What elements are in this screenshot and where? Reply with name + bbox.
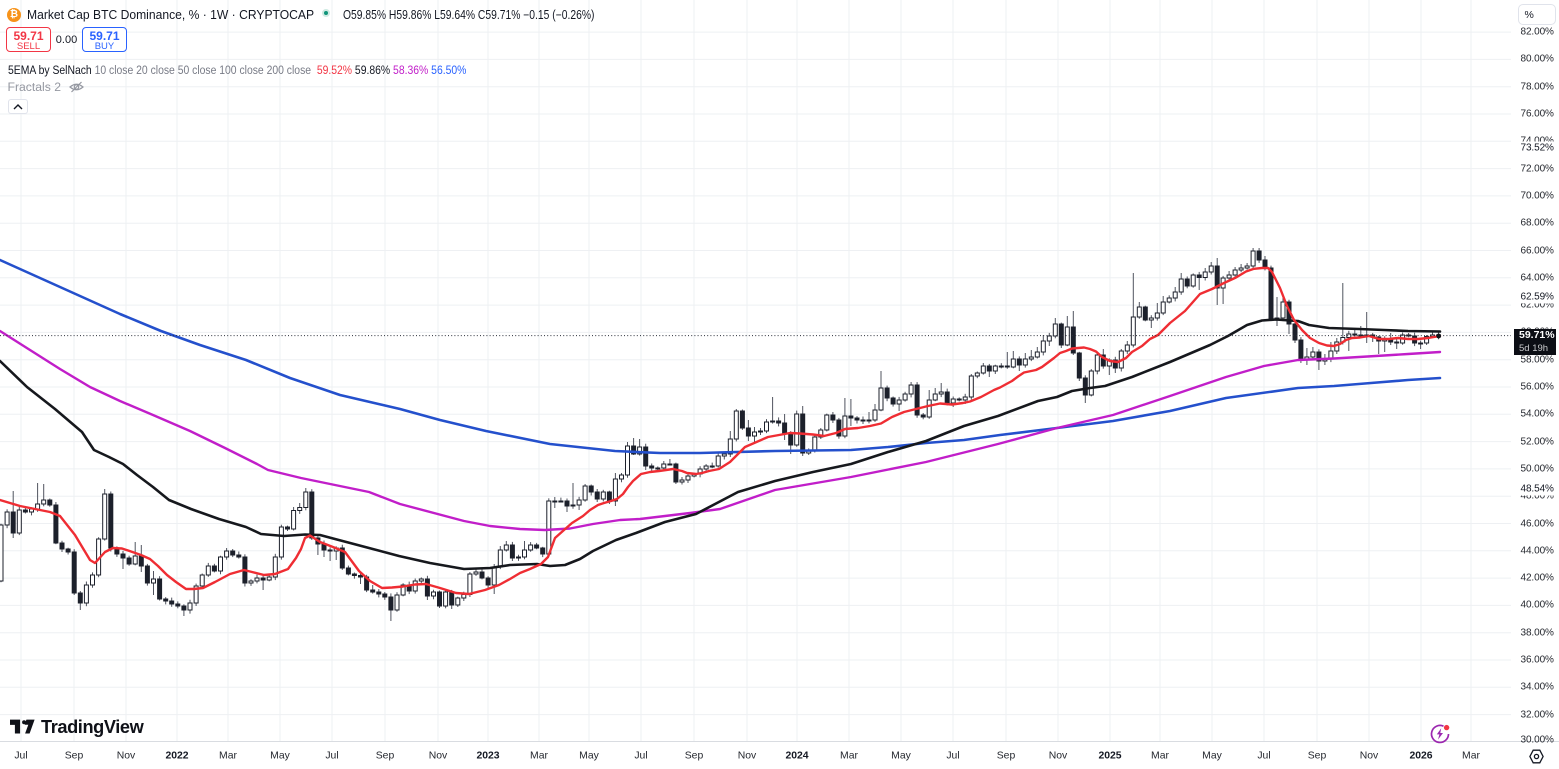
svg-text:TradingView: TradingView: [41, 717, 145, 737]
